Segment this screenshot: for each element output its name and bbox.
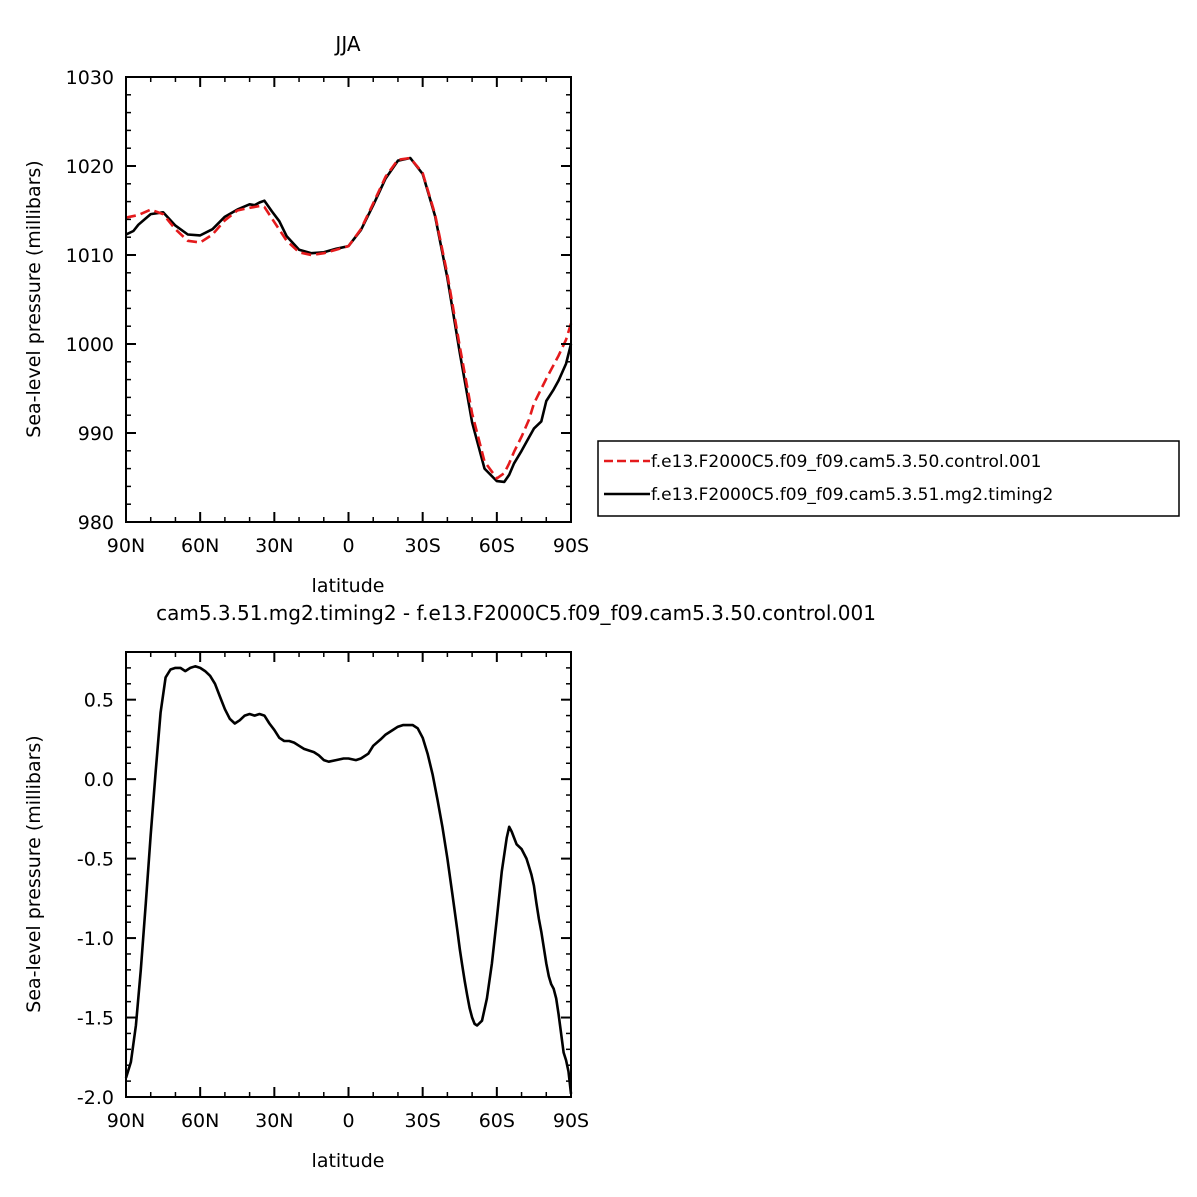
- difference-x-tick-label: 90N: [107, 1110, 145, 1132]
- slp-y-tick-label: 990: [78, 423, 114, 445]
- slp-chart-title: JJA: [333, 32, 360, 56]
- slp-y-tick-label: 1030: [66, 67, 114, 89]
- difference-y-tick-labels: -2.0 -1.5 -1.0 -0.5 0.0 0.5: [77, 690, 114, 1109]
- slp-series-line-test: [125, 156, 573, 484]
- slp-x-tick-label: 60N: [181, 535, 219, 557]
- difference-y-tick-label: -1.5: [77, 1008, 114, 1030]
- difference-plot-frame: [125, 651, 572, 1098]
- difference-y-tick-label: -0.5: [77, 849, 114, 871]
- legend-entry-test: f.e13.F2000C5.f09_f09.cam5.3.51.mg2.timi…: [651, 485, 1053, 505]
- difference-x-tick-label: 30S: [405, 1110, 441, 1132]
- difference-y-tick-label: -1.0: [77, 928, 114, 950]
- slp-x-tick-label: 90N: [107, 535, 145, 557]
- slp-x-tick-label: 30N: [255, 535, 293, 557]
- legend-box: [597, 440, 1180, 517]
- slp-x-tick-label: 30S: [405, 535, 441, 557]
- slp-y-axis-label: Sea-level pressure (millibars): [23, 160, 45, 437]
- difference-y-axis-label: Sea-level pressure (millibars): [23, 735, 45, 1012]
- slp-plot-frame: [125, 76, 572, 523]
- difference-chart-title: cam5.3.51.mg2.timing2 - f.e13.F2000C5.f0…: [156, 601, 876, 625]
- difference-x-tick-label: 60S: [479, 1110, 515, 1132]
- difference-x-axis-label: latitude: [312, 1150, 385, 1172]
- difference-y-tick-label: 0.0: [84, 769, 114, 791]
- slp-y-tick-labels: 980 990 1000 1010 1020 1030: [66, 67, 114, 534]
- slp-series-line-control: [125, 156, 573, 480]
- legend: f.e13.F2000C5.f09_f09.cam5.3.50.control.…: [597, 440, 1180, 517]
- difference-x-tick-label: 90S: [553, 1110, 589, 1132]
- slp-x-tick-labels: 90N 60N 30N 0 30S 60S 90S: [107, 535, 589, 557]
- difference-x-tick-label: 0: [342, 1110, 354, 1132]
- difference-series-line: [124, 664, 573, 1094]
- difference-y-tick-label: -2.0: [77, 1087, 114, 1109]
- slp-x-axis-label: latitude: [312, 575, 385, 597]
- slp-x-tick-label: 60S: [479, 535, 515, 557]
- difference-panel: cam5.3.51.mg2.timing2 - f.e13.F2000C5.f0…: [23, 601, 876, 1172]
- slp-panel: JJA 980 990 1000 1010 1020 1030 90N 60N 30N 0 30S…: [23, 32, 1180, 597]
- slp-axis-ticks: [125, 76, 572, 523]
- difference-x-tick-label: 60N: [181, 1110, 219, 1132]
- slp-y-tick-label: 980: [78, 512, 114, 534]
- difference-axis-ticks: [125, 651, 572, 1098]
- difference-x-tick-label: 30N: [255, 1110, 293, 1132]
- slp-x-tick-label: 0: [342, 535, 354, 557]
- difference-x-tick-labels: 90N 60N 30N 0 30S 60S 90S: [107, 1110, 589, 1132]
- legend-entry-control: f.e13.F2000C5.f09_f09.cam5.3.50.control.…: [651, 452, 1042, 472]
- slp-series-lines: [125, 156, 573, 484]
- slp-y-tick-label: 1000: [66, 334, 114, 356]
- slp-y-tick-label: 1010: [66, 245, 114, 267]
- slp-y-tick-label: 1020: [66, 156, 114, 178]
- difference-y-tick-label: 0.5: [84, 690, 114, 712]
- slp-x-tick-label: 90S: [553, 535, 589, 557]
